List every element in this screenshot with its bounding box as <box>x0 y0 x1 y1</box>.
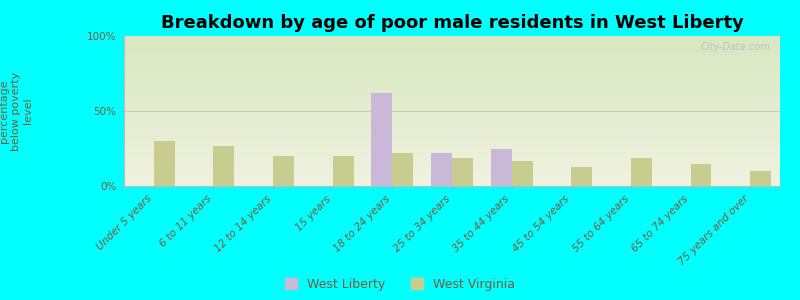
Bar <box>452 158 473 186</box>
Bar <box>371 93 392 186</box>
Bar <box>631 158 652 186</box>
Bar <box>490 148 512 186</box>
Bar <box>690 164 711 186</box>
Bar <box>392 153 414 186</box>
Legend: West Liberty, West Virginia: West Liberty, West Virginia <box>285 278 515 291</box>
Bar <box>273 156 294 186</box>
Bar <box>214 146 234 186</box>
Text: percentage
below poverty
level: percentage below poverty level <box>0 71 33 151</box>
Text: City-Data.com: City-Data.com <box>701 42 770 52</box>
Bar <box>750 171 771 186</box>
Bar <box>431 153 452 186</box>
Title: Breakdown by age of poor male residents in West Liberty: Breakdown by age of poor male residents … <box>161 14 743 32</box>
Bar <box>571 167 592 186</box>
Bar <box>333 156 354 186</box>
Bar <box>512 160 533 186</box>
Bar <box>154 141 174 186</box>
